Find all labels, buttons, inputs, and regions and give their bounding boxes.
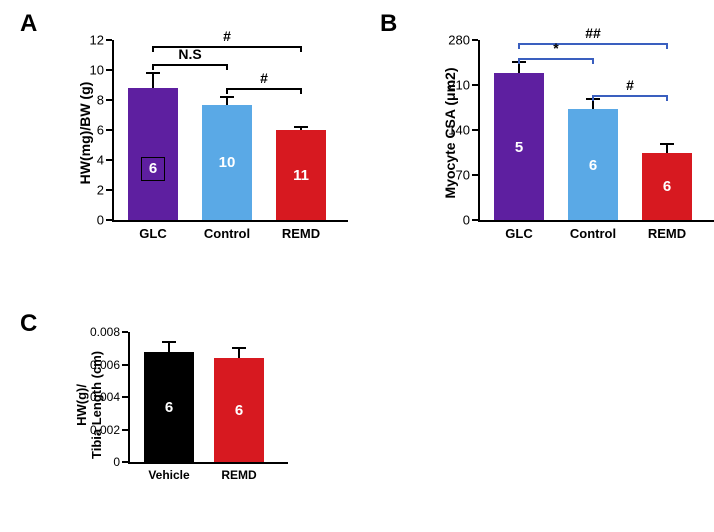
panel-c-errorbar	[168, 342, 170, 352]
panel-c-y-axis	[128, 332, 130, 462]
panel-c-ytick	[122, 461, 128, 463]
panel-b-sig-drop	[518, 58, 520, 64]
panel-a-n-label: 11	[293, 167, 309, 184]
panel-b-errorcap	[660, 143, 674, 145]
panel-b-sig-label: #	[626, 77, 634, 93]
panel-a-xtick-label: REMD	[282, 226, 320, 241]
panel-a-errorcap	[220, 96, 234, 98]
panel-c-ytitle: HW(g)/ Tibia Length (cm)	[75, 325, 105, 485]
panel-a-ytitle: HW(mg)/BW (g)	[77, 63, 93, 203]
panel-a-x-axis	[112, 220, 348, 222]
panel-a-n-label: 6	[141, 157, 165, 181]
panel-a-xtick-label: Control	[204, 226, 250, 241]
panel-c-n-label: 6	[165, 399, 173, 416]
panel-c-ytick	[122, 429, 128, 431]
panel-b-errorbar	[592, 99, 594, 109]
panel-b-x-axis	[478, 220, 714, 222]
panel-a-ytick	[106, 189, 112, 191]
panel-c-ytick	[122, 364, 128, 366]
panel-a-sig-line	[153, 64, 227, 66]
panel-b-ytick	[472, 174, 478, 176]
panel-c-ytitle-line2: Tibia Length (cm)	[89, 351, 104, 459]
panel-b-sig-drop	[592, 58, 594, 64]
panel-a-ytick	[106, 69, 112, 71]
panel-a-sig-drop	[226, 88, 228, 94]
panel-b-sig-line	[519, 43, 667, 45]
panel-b-sig-label: *	[553, 40, 558, 56]
panel-b-sig-drop	[666, 43, 668, 49]
panel-a-sig-drop	[152, 64, 154, 70]
panel-a-ytick-label: 0	[58, 213, 104, 228]
panel-a-errorcap	[146, 72, 160, 74]
panel-a-ytick	[106, 99, 112, 101]
panel-b-ytick	[472, 39, 478, 41]
panel-a-label: A	[20, 10, 37, 38]
panel-a-errorbar	[152, 73, 154, 88]
panel-a-n-label: 10	[219, 154, 236, 171]
panel-b-xtick-label: Control	[570, 226, 616, 241]
panel-a-ytick-label: 12	[58, 33, 104, 48]
panel-c-chart: 00.0020.0040.0060.0086Vehicle6REMD	[128, 332, 288, 462]
panel-c-errorcap	[162, 341, 176, 343]
panel-b-n-label: 5	[515, 139, 523, 156]
panel-b-sig-line	[593, 95, 667, 97]
panel-a-sig-label: #	[223, 28, 231, 44]
panel-b-ytick	[472, 129, 478, 131]
panel-c-errorbar	[238, 348, 240, 358]
panel-a-sig-label: N.S	[178, 46, 201, 62]
panel-a-errorbar	[226, 97, 228, 105]
panel-b-xtick-label: GLC	[505, 226, 532, 241]
panel-a-chart: 0246810126GLC10Control11REMD#N.S#	[112, 40, 348, 220]
panel-b-sig-label: ##	[585, 25, 601, 41]
panel-b-ytick-label: 280	[424, 33, 470, 48]
panel-b-ytick	[472, 84, 478, 86]
panel-b-sig-drop	[666, 95, 668, 101]
panel-b-sig-drop	[592, 95, 594, 101]
panel-a-xtick-label: GLC	[139, 226, 166, 241]
panel-b-ytick-label: 0	[424, 213, 470, 228]
panel-a-sig-drop	[152, 46, 154, 52]
panel-a-ytick	[106, 159, 112, 161]
panel-a-sig-drop	[226, 64, 228, 70]
panel-b-y-axis	[478, 40, 480, 220]
panel-a-sig-drop	[300, 88, 302, 94]
panel-a-y-axis	[112, 40, 114, 220]
panel-a-sig-label: #	[260, 70, 268, 86]
panel-c-label: C	[20, 310, 37, 338]
panel-c-ytitle-line1: HW(g)/	[74, 384, 89, 426]
panel-c-xtick-label: REMD	[221, 468, 256, 482]
panel-b-ytick	[472, 219, 478, 221]
panel-b-sig-drop	[518, 43, 520, 49]
panel-b-n-label: 6	[589, 157, 597, 174]
panel-a-sig-line	[227, 88, 301, 90]
panel-b-sig-line	[519, 58, 593, 60]
panel-c-ytick	[122, 331, 128, 333]
panel-c-n-label: 6	[235, 402, 243, 419]
panel-a-ytick	[106, 219, 112, 221]
panel-b-label: B	[380, 10, 397, 38]
panel-a-sig-drop	[300, 46, 302, 52]
panel-c-ytick	[122, 396, 128, 398]
panel-b-errorbar	[666, 144, 668, 153]
panel-a-ytick	[106, 39, 112, 41]
panel-b-chart: 0701402102805GLC6Control6REMD##*#	[478, 40, 714, 220]
panel-c-xtick-label: Vehicle	[148, 468, 189, 482]
panel-c-x-axis	[128, 462, 288, 464]
panel-a-errorcap	[294, 126, 308, 128]
panel-c-errorcap	[232, 347, 246, 349]
panel-a-sig-line	[153, 46, 301, 48]
panel-b-ytitle: Myocyte CSA (μm2)	[442, 53, 458, 213]
panel-b-xtick-label: REMD	[648, 226, 686, 241]
panel-a-ytick	[106, 129, 112, 131]
panel-b-n-label: 6	[663, 178, 671, 195]
panel-a-bar-glc	[128, 88, 178, 220]
